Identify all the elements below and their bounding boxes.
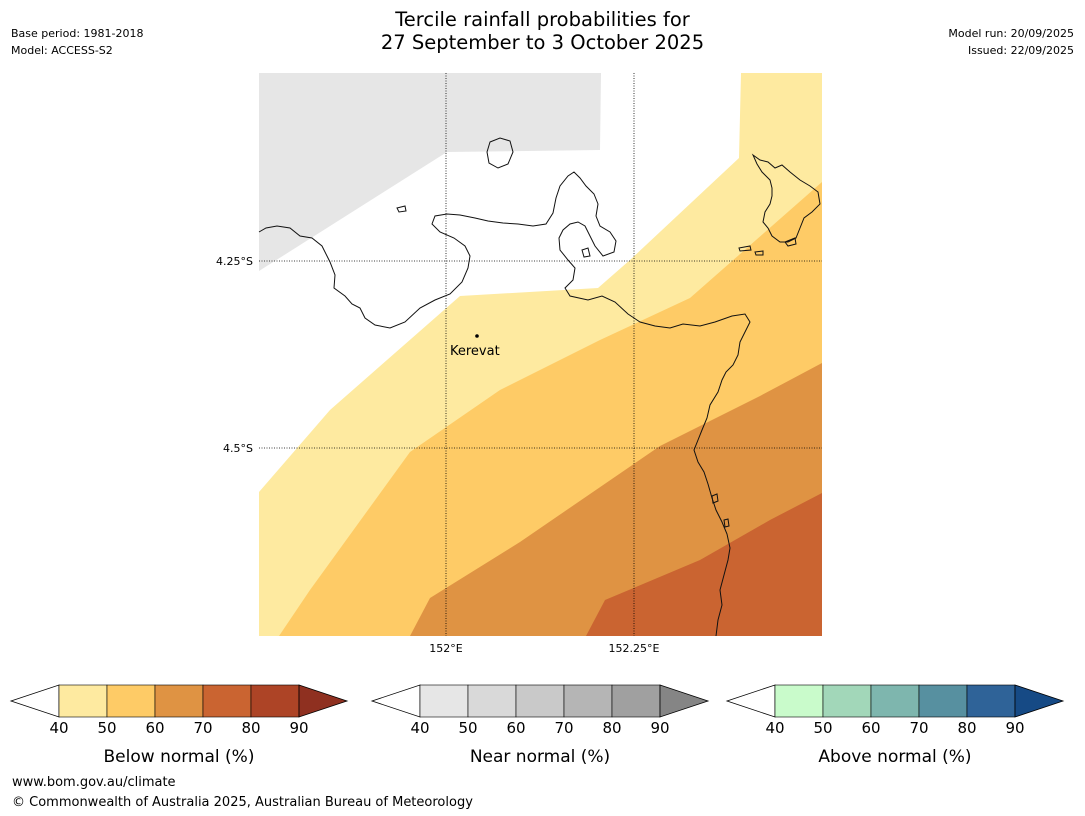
lat-label-4-5S: 4.5°S [223,442,253,455]
near-normal-region [259,73,601,271]
above-tick-label: 50 [813,719,832,737]
title-line-2: 27 September to 3 October 2025 [380,31,705,54]
below-tick-label: 50 [97,719,116,737]
coastline [258,137,821,637]
above-color-segment [966,684,1016,718]
lat-label-4-25S: 4.25°S [216,255,253,268]
near-tick-label: 60 [506,719,525,737]
below-tick-label: 90 [289,719,308,737]
near-tick-label: 40 [410,719,429,737]
model-text: Model: ACCESS-S2 [11,44,113,57]
metadata-right: Model run: 20/09/2025 Issued: 22/09/2025 [948,25,1074,59]
below-70-region [586,493,822,636]
near-color-segment [515,684,565,718]
watom-island [486,137,514,169]
metadata-left: Base period: 1981-2018 Model: ACCESS-S2 [11,25,143,59]
small-islet-west [396,205,407,213]
duke-of-york-islands [751,153,821,243]
below-color-segment [202,684,252,718]
above-color-segment [870,684,920,718]
near-tick-label: 80 [602,719,621,737]
small-islet-east-1 [738,245,752,252]
probability-fill [259,73,822,636]
below-color-segment [154,684,204,718]
colorbar-above-normal: 40 50 60 70 80 90 Above normal (%) [725,684,1065,767]
title-line-1: Tercile rainfall probabilities for [395,8,690,31]
town-marker [475,334,479,338]
below-tick-label: 70 [193,719,212,737]
base-period-text: Base period: 1981-2018 [11,27,144,40]
below-colorbar-label: Below normal (%) [104,747,255,767]
above-tick-label: 60 [861,719,880,737]
small-islet-inlet [581,247,591,258]
footer-copyright: © Commonwealth of Australia 2025, Austra… [12,795,473,810]
below-color-segment [250,684,300,718]
near-tick-label: 50 [458,719,477,737]
small-islet-east-2 [754,250,764,256]
small-islet-east-3 [784,237,797,247]
above-color-segment [918,684,968,718]
near-under-extension [370,684,421,718]
page-title: Tercile rainfall probabilities for 27 Se… [0,8,1085,54]
small-islet-south-1 [711,493,719,504]
small-islet-south-2 [723,518,730,528]
below-tick-label: 60 [145,719,164,737]
near-color-segment [419,684,469,718]
near-colorbar-label: Near normal (%) [470,747,610,767]
footer-url: www.bom.gov.au/climate [12,775,176,790]
lon-label-152-25E: 152.25°E [609,642,660,655]
below-color-segment [106,684,156,718]
below-tick-label: 80 [241,719,260,737]
near-tick-label: 90 [650,719,669,737]
below-tick-label: 40 [49,719,68,737]
colorbar-near-normal: 40 50 60 70 80 90 Near normal (%) [370,684,710,767]
gazelle-peninsula-coast [258,171,751,637]
below-over-extension [298,684,349,718]
near-over-extension [659,684,710,718]
above-under-extension [725,684,776,718]
colorbar-below-normal: 40 50 60 70 80 90 Below normal (%) [9,684,349,767]
above-tick-label: 40 [765,719,784,737]
issued-text: Issued: 22/09/2025 [967,44,1074,57]
below-color-segment [58,684,108,718]
above-colorbar-label: Above normal (%) [818,747,971,767]
above-color-segment [822,684,872,718]
near-color-segment [467,684,517,718]
near-tick-label: 70 [554,719,573,737]
near-color-segment [563,684,613,718]
lon-label-152E: 152°E [429,642,462,655]
map-panel: 4.25°S 4.5°S 152°E 152.25°E Kerevat [216,73,822,655]
above-color-segment [774,684,824,718]
town-label-kerevat: Kerevat [450,344,500,359]
above-tick-label: 80 [957,719,976,737]
below-under-extension [9,684,60,718]
above-over-extension [1014,684,1065,718]
above-tick-label: 90 [1005,719,1024,737]
near-color-segment [611,684,661,718]
above-tick-label: 70 [909,719,928,737]
model-run-text: Model run: 20/09/2025 [948,27,1074,40]
